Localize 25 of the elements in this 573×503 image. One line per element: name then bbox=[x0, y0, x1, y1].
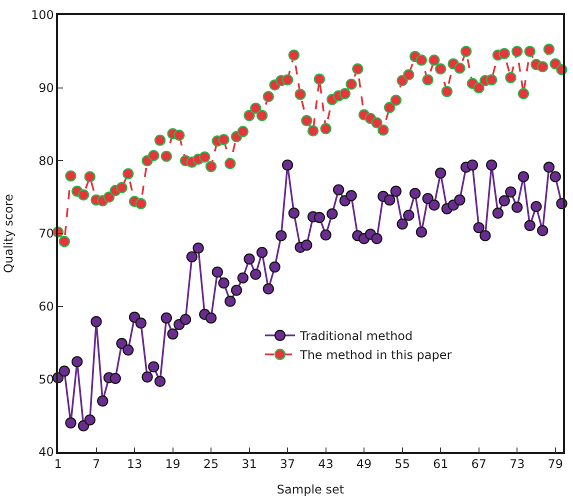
x-tick-label: 25 bbox=[203, 457, 219, 472]
y-tick-label: 90 bbox=[38, 81, 54, 96]
x-tick-label: 13 bbox=[126, 457, 142, 472]
y-tick-label: 60 bbox=[38, 300, 54, 314]
y-tick-label: 50 bbox=[38, 372, 54, 386]
x-tick-label: 49 bbox=[356, 457, 372, 472]
legend-label: Traditional method bbox=[299, 329, 413, 344]
y-tick-label: 80 bbox=[38, 154, 54, 168]
x-tick-label: 61 bbox=[432, 457, 448, 472]
x-tick-label: 79 bbox=[548, 457, 563, 472]
y-tick-label: 70 bbox=[38, 226, 54, 241]
x-tick-label: 73 bbox=[509, 457, 525, 472]
x-tick-label: 37 bbox=[280, 457, 296, 472]
x-tick-label: 7 bbox=[92, 457, 100, 472]
x-tick-label: 43 bbox=[318, 457, 334, 472]
x-tick-label: 31 bbox=[242, 457, 257, 472]
y-axis-title: Quality score bbox=[2, 194, 16, 273]
y-tick-label: 40 bbox=[38, 445, 54, 460]
x-tick-label: 19 bbox=[165, 457, 180, 472]
legend-label: The method in this paper bbox=[299, 348, 452, 362]
x-tick-label: 67 bbox=[471, 457, 486, 472]
x-tick-label: 55 bbox=[394, 457, 410, 472]
y-tick-label: 100 bbox=[30, 8, 54, 22]
x-tick-label: 1 bbox=[54, 457, 62, 472]
x-axis-title: Sample set bbox=[276, 482, 344, 497]
